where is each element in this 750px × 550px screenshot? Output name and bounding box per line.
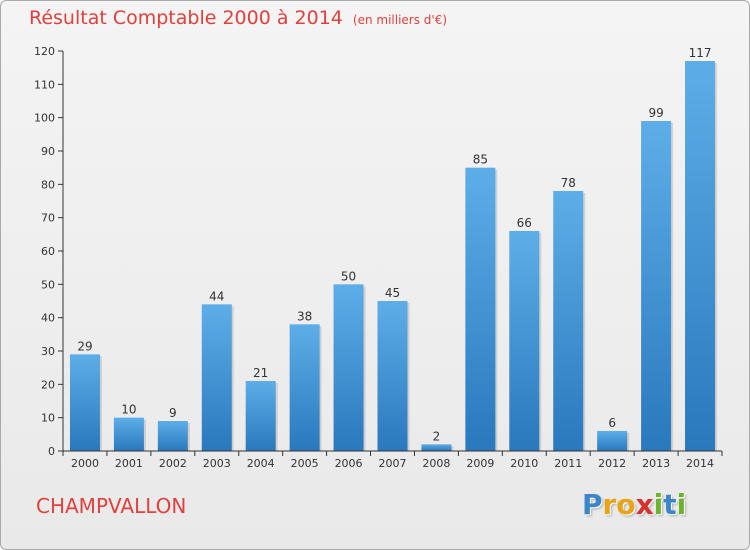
y-tick-label: 90	[41, 145, 55, 158]
data-label-2003: 44	[209, 289, 224, 303]
y-tick-label: 120	[34, 45, 55, 58]
bar-2002	[157, 421, 188, 451]
y-tick-label: 40	[41, 312, 55, 325]
axes-layer: 0 10 20 30 40 50 60 70 80 90 100 110 120 2000 2001 2002…	[34, 45, 723, 470]
chart-title: Résultat Comptable 2000 à 2014 (en millie…	[29, 7, 447, 29]
y-tick-label: 70	[41, 212, 55, 225]
x-tick-label-2010: 2010	[510, 457, 538, 470]
data-label-2011: 78	[561, 176, 576, 190]
x-tick-label-2011: 2011	[554, 457, 582, 470]
logo-letter: t	[663, 488, 677, 521]
y-tick-label: 110	[34, 78, 55, 91]
bars-layer: 29 10 9 44 21 38 50 45 2 85 66 78 6 99 117	[69, 46, 718, 451]
bar-2004	[245, 381, 276, 451]
x-tick-label-2007: 2007	[379, 457, 407, 470]
bar-2007	[377, 301, 408, 451]
data-label-2012: 6	[608, 416, 616, 430]
x-tick-label-2000: 2000	[71, 457, 99, 470]
data-label-2010: 66	[517, 216, 532, 230]
proxiti-logo: Proxiti	[582, 488, 686, 521]
x-tick-label-2008: 2008	[422, 457, 450, 470]
x-tick-label-2004: 2004	[247, 457, 275, 470]
bar-2000	[69, 354, 100, 451]
x-tick-label-2005: 2005	[291, 457, 319, 470]
x-tick-label-2006: 2006	[335, 457, 363, 470]
bar-2001	[113, 417, 144, 451]
logo-letter: r	[602, 488, 617, 521]
data-label-2002: 9	[169, 406, 177, 420]
bar-2014	[685, 61, 716, 451]
x-tick-label-2001: 2001	[115, 457, 143, 470]
data-label-2008: 2	[433, 429, 441, 443]
y-tick-label: 0	[48, 445, 55, 458]
data-label-2006: 50	[341, 269, 356, 283]
y-tick-label: 50	[41, 278, 55, 291]
bar-2011	[553, 191, 584, 451]
logo-letter: x	[635, 488, 654, 521]
x-tick-label-2012: 2012	[598, 457, 626, 470]
x-tick-label-2014: 2014	[686, 457, 714, 470]
data-label-2001: 10	[121, 403, 136, 417]
data-label-2000: 29	[77, 339, 92, 353]
bar-2012	[597, 431, 628, 451]
x-tick-label-2002: 2002	[159, 457, 187, 470]
data-label-2013: 99	[648, 106, 663, 120]
data-label-2004: 21	[253, 366, 268, 380]
logo-letter: i	[653, 488, 664, 521]
bar-2009	[465, 167, 496, 451]
x-tick-label-2003: 2003	[203, 457, 231, 470]
logo-letter: P	[582, 488, 603, 521]
y-tick-label: 30	[41, 345, 55, 358]
logo-letter: o	[616, 488, 636, 521]
y-tick-label: 20	[41, 378, 55, 391]
chart-unit: (en milliers d'€)	[352, 13, 448, 27]
data-label-2005: 38	[297, 309, 312, 323]
bar-2006	[333, 284, 364, 451]
y-tick-label: 60	[41, 245, 55, 258]
data-label-2009: 85	[473, 153, 488, 167]
commune-name: CHAMPVALLON	[36, 494, 187, 518]
logo-letter: i	[676, 488, 687, 521]
bar-2003	[201, 304, 232, 451]
x-tick-label-2013: 2013	[642, 457, 670, 470]
bar-2008	[421, 444, 452, 451]
y-tick-label: 10	[41, 412, 55, 425]
bar-2005	[289, 324, 320, 451]
x-tick-label-2009: 2009	[466, 457, 494, 470]
data-label-2014: 117	[689, 46, 712, 60]
y-tick-label: 100	[34, 112, 55, 125]
bar-2013	[641, 121, 672, 451]
y-tick-label: 80	[41, 178, 55, 191]
chart-title-text: Résultat Comptable 2000 à 2014	[29, 7, 343, 29]
data-label-2007: 45	[385, 286, 400, 300]
bar-2010	[509, 231, 540, 451]
